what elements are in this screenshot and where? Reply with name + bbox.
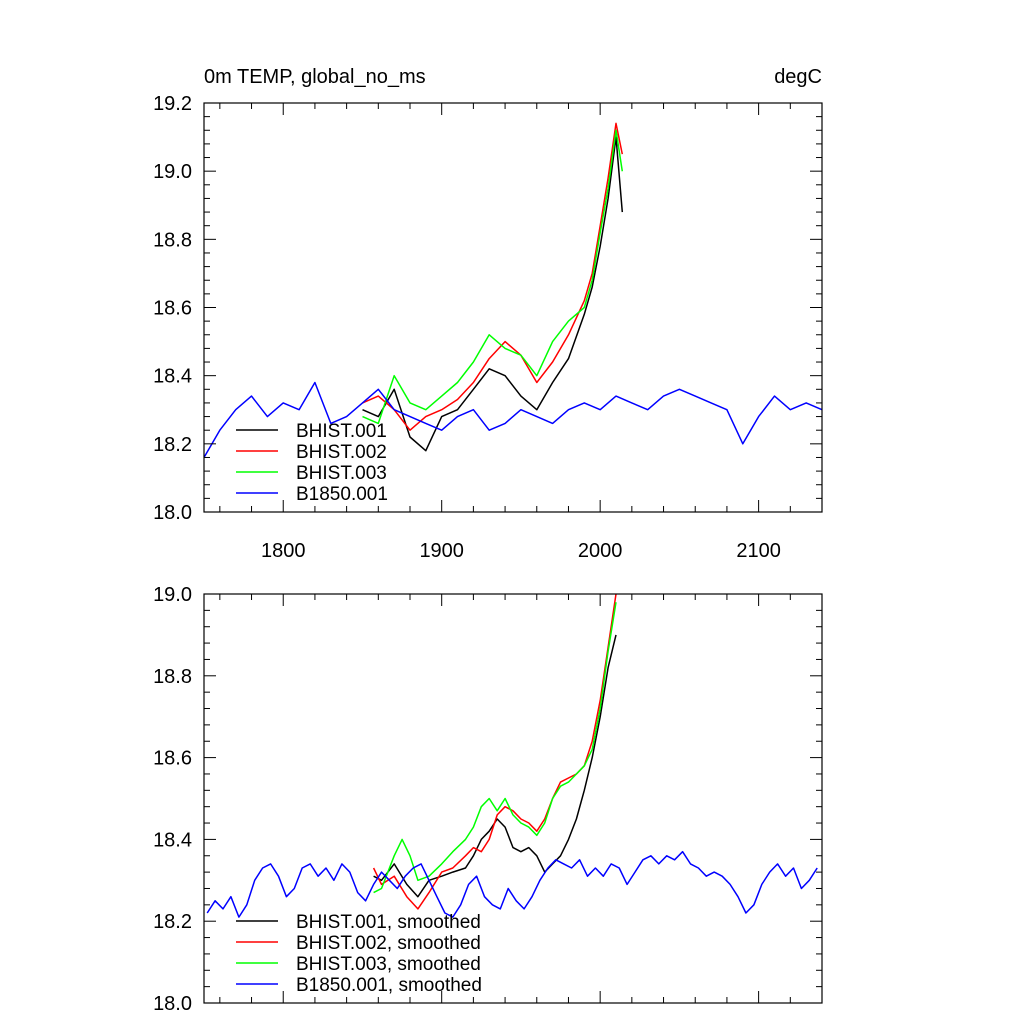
y-tick-label: 18.4 <box>153 366 192 388</box>
series-line-b1850-001 <box>204 381 822 458</box>
y-tick-label: 18.4 <box>153 829 192 851</box>
top-plot-area: 18.0 18.2 18.4 18.6 18.8 19.0 19.2 1800 1900 2000… <box>153 93 823 562</box>
series-group <box>206 594 818 918</box>
legend-label: BHIST.002, smoothed <box>296 933 481 954</box>
y-tick-label: 19.2 <box>153 93 192 115</box>
y-tick-label: 18.0 <box>153 993 192 1015</box>
legend-label: BHIST.001 <box>296 421 387 442</box>
series-line-bhist-002 <box>362 122 624 431</box>
bottom-panel: 18.0 18.2 18.4 18.6 18.8 19.0 BHIST.001, smoot… <box>153 584 823 1015</box>
legend-label: B1850.001, smoothed <box>296 975 482 996</box>
chart-title-units: degC <box>774 66 822 88</box>
y-tick-label: 18.8 <box>153 666 192 688</box>
y-tick-label: 18.2 <box>153 911 192 933</box>
plot-frame <box>203 593 823 1004</box>
bottom-plot-area: 18.0 18.2 18.4 18.6 18.8 19.0 BHIST.001, smoot… <box>153 584 823 1015</box>
legend-label: BHIST.001, smoothed <box>296 912 481 933</box>
y-tick-label: 19.0 <box>153 584 192 606</box>
series-group <box>204 122 822 458</box>
legend-label: BHIST.002 <box>296 442 387 463</box>
chart-title-left: 0m TEMP, global_no_ms <box>204 66 426 88</box>
legend-label: BHIST.003 <box>296 463 387 484</box>
y-tick-label: 18.6 <box>153 298 192 320</box>
x-tick-label: 2100 <box>736 540 781 562</box>
y-tick-label: 18.6 <box>153 748 192 770</box>
x-tick-label: 1900 <box>419 540 464 562</box>
legend-label: B1850.001 <box>296 484 388 505</box>
x-tick-label: 1800 <box>261 540 306 562</box>
y-tick-label: 18.0 <box>153 502 192 524</box>
series-line-bhist-001-smoothed <box>373 634 617 898</box>
x-tick-label: 2000 <box>578 540 623 562</box>
legend-label: BHIST.003, smoothed <box>296 954 481 975</box>
series-line-bhist-003 <box>362 129 624 425</box>
series-line-bhist-003-smoothed <box>373 602 617 894</box>
series-line-b1850-001-smoothed <box>206 850 818 918</box>
y-tick-label: 18.8 <box>153 229 192 251</box>
series-line-bhist-001 <box>362 136 624 452</box>
y-tick-label: 19.0 <box>153 161 192 183</box>
series-line-bhist-002-smoothed <box>372 594 617 910</box>
top-panel: 0m TEMP, global_no_ms degC 18.018.218.41… <box>153 66 823 562</box>
y-tick-label: 18.2 <box>153 434 192 456</box>
